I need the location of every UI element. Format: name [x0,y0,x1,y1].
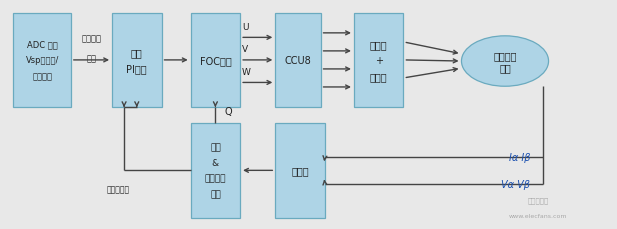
Text: FOC计算: FOC计算 [199,56,231,66]
Text: 逆变桥: 逆变桥 [370,71,387,81]
FancyBboxPatch shape [191,123,240,218]
Text: U: U [242,22,249,31]
Text: 直流无刷: 直流无刷 [493,51,517,60]
Text: +: + [375,56,383,66]
Text: PI调节: PI调节 [126,63,147,74]
Text: 转速: 转速 [131,48,143,58]
Text: 估算器: 估算器 [291,166,309,176]
Text: 估计: 估计 [210,190,221,199]
FancyBboxPatch shape [191,14,240,108]
Text: 给定转速: 给定转速 [81,34,101,43]
FancyBboxPatch shape [275,14,321,108]
Text: 转速计算值: 转速计算值 [107,184,130,193]
Text: Iα Iβ: Iα Iβ [509,152,531,162]
FancyBboxPatch shape [112,14,162,108]
Text: Q: Q [225,106,232,116]
Text: Vsp电压值/: Vsp电压值/ [25,56,59,65]
Text: 电子发烧友: 电子发烧友 [528,196,549,203]
Text: 串口给定: 串口给定 [32,72,52,81]
Text: 驱动器: 驱动器 [370,40,387,50]
Text: W: W [242,67,251,76]
Text: ADC 输入: ADC 输入 [27,41,57,49]
FancyBboxPatch shape [14,14,71,108]
Text: 风机: 风机 [499,63,511,73]
Text: 转速: 转速 [210,143,221,152]
Text: 转子位置: 转子位置 [205,174,226,183]
FancyBboxPatch shape [354,14,404,108]
Text: 信号: 信号 [86,54,96,63]
Ellipse shape [462,37,549,87]
Text: Vα Vβ: Vα Vβ [502,179,531,189]
FancyBboxPatch shape [275,123,325,218]
Text: CCU8: CCU8 [284,56,312,66]
Text: www.elecfans.com: www.elecfans.com [509,213,568,218]
Text: V: V [242,45,248,54]
Text: &: & [212,158,219,167]
